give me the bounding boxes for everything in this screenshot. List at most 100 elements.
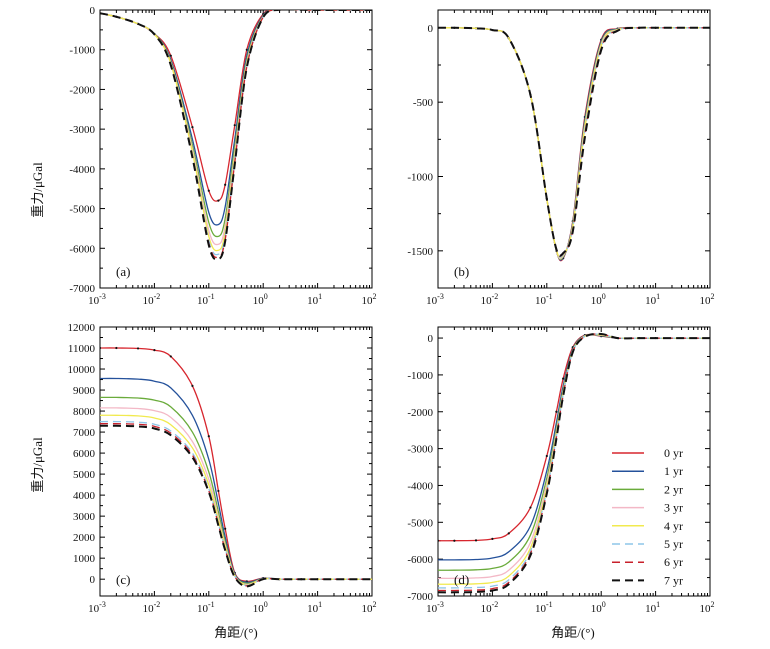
y-tick-label: 6000: [73, 448, 96, 460]
data-point: [153, 349, 156, 352]
data-point: [245, 48, 248, 51]
x-tick-label: 10-2: [481, 600, 499, 615]
y-tick-label: -4000: [69, 164, 95, 176]
series-line-4yr: [100, 10, 372, 252]
y-axis-title-top: 重力/μGal: [30, 162, 45, 218]
data-point: [115, 346, 118, 350]
data-point: [474, 539, 478, 542]
x-tick-label: 10-1: [197, 292, 215, 307]
legend-label: 1 yr: [664, 464, 683, 478]
panel-label-b: (b): [454, 264, 469, 279]
data-point: [217, 199, 220, 202]
x-tick-label: 10-3: [88, 600, 106, 615]
plot-frame: [99, 326, 373, 597]
panel-b: 10-3 10-2 10-1 100 101 102 0 -500 -1000 -1500 (b): [407, 9, 715, 307]
data-point: [207, 435, 210, 438]
series-line-5yr: [100, 420, 372, 587]
x-axis-title-left: 角距/(°): [214, 625, 257, 640]
series-line-0yr: [100, 10, 372, 202]
plot-frame: [437, 326, 711, 597]
y-tick-label: -1500: [407, 246, 433, 258]
x-tick-label: 102: [362, 292, 377, 307]
y-tick-label: 10000: [68, 364, 96, 376]
y-tick-label: -3000: [69, 124, 95, 136]
x-tick-label: 102: [700, 600, 715, 615]
y-tick-label: 0: [428, 333, 434, 345]
y-tick-label: -6000: [407, 554, 433, 566]
series-line-0yr: [438, 26, 710, 262]
data-point: [207, 189, 210, 192]
legend-label: 3 yr: [664, 501, 683, 515]
plot-frame: [437, 9, 711, 289]
y-tick-label: 0: [90, 574, 96, 586]
data-point: [491, 537, 494, 540]
y-tick-label: -4000: [407, 480, 433, 492]
data-point: [136, 347, 140, 350]
x-tick-label: 10-2: [481, 292, 499, 307]
y-tick-label: -5000: [69, 204, 95, 216]
panel-label-c: (c): [116, 572, 130, 587]
series-group: [100, 346, 372, 588]
y-tick-label: -7000: [407, 591, 433, 603]
series-group: [438, 332, 710, 594]
data-point: [169, 355, 172, 358]
series-line-6yr: [100, 423, 372, 587]
x-tick-label: 102: [700, 292, 715, 307]
data-point: [438, 539, 440, 542]
x-tick-label: 10-1: [535, 292, 553, 307]
y-tick-label: -2000: [69, 84, 95, 96]
y-tick-label: 9000: [73, 385, 96, 397]
series-line-3yr: [438, 27, 710, 260]
data-point: [217, 489, 220, 493]
panel-label-a: (a): [116, 264, 130, 279]
x-tick-label: 10-2: [143, 292, 161, 307]
x-tick-label: 101: [645, 600, 660, 615]
panel-a: 10-3 10-2 10-1 100 101 102 0 -1000 -2000 -3000 -40…: [69, 5, 376, 307]
y-tick-label: -1000: [407, 172, 433, 184]
y-tick-label: 11000: [68, 343, 96, 355]
series-line-7yr: [100, 424, 372, 588]
x-tick-label: 102: [362, 600, 377, 615]
y-tick-label: -1000: [407, 370, 433, 382]
panel-d: 10-3 10-2 10-1 100 101 102 0 -1000 -2000 -3000 -40…: [407, 326, 715, 615]
x-axis-title-right: 角距/(°): [551, 625, 594, 640]
y-tick-label: 0: [90, 5, 96, 17]
legend-label: 0 yr: [664, 446, 683, 460]
y-tick-label: 2000: [73, 532, 96, 544]
x-tick-label: 10-1: [197, 600, 215, 615]
legend: 0 yr 1 yr 2 yr 3 yr 4 yr 5 yr 6 yr 7 yr: [612, 446, 683, 587]
y-axis-title-bottom: 重力/μGal: [30, 437, 45, 493]
y-tick-label: 1000: [73, 553, 96, 565]
series-line-5yr: [438, 27, 710, 258]
x-tick-label: 101: [645, 292, 660, 307]
data-point: [224, 527, 227, 530]
series-group: [100, 10, 372, 261]
y-tick-label: -500: [413, 97, 434, 109]
data-point: [529, 506, 532, 509]
data-point: [453, 539, 456, 542]
data-point: [100, 346, 102, 350]
legend-label: 2 yr: [664, 482, 683, 496]
x-tick-label: 10-1: [535, 600, 553, 615]
series-line-0yr: [100, 347, 372, 583]
x-tick-label: 101: [307, 600, 322, 615]
panel-c: 10-3 10-2 10-1 100 101 102 0 1000 2000 3000 4000 50…: [68, 322, 377, 615]
y-tick-label: 7000: [73, 427, 96, 439]
y-tick-label: 3000: [73, 511, 96, 523]
series-line-4yr: [100, 414, 372, 586]
y-tick-label: -6000: [69, 243, 95, 255]
data-point: [233, 124, 236, 127]
legend-label: 5 yr: [664, 537, 683, 551]
series-line-7yr: [438, 332, 710, 594]
x-tick-label: 101: [307, 292, 322, 307]
series-group: [438, 26, 710, 262]
y-tick-label: -5000: [407, 517, 433, 529]
x-tick-label: 10-3: [88, 292, 106, 307]
y-tick-label: -2000: [407, 407, 433, 419]
series-line-1yr: [438, 26, 710, 261]
y-tick-label: 12000: [68, 322, 96, 334]
x-tick-label: 100: [253, 600, 268, 615]
data-point: [191, 126, 194, 129]
data-point: [507, 532, 510, 535]
